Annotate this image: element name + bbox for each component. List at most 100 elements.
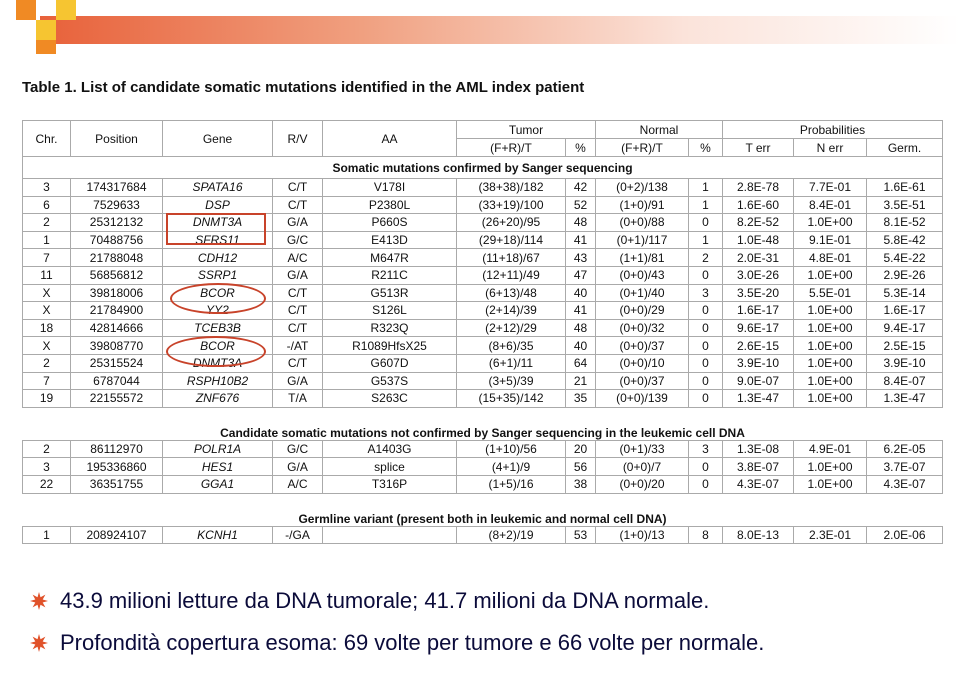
cell: 1.0E+00 — [793, 213, 867, 232]
deco-square — [16, 0, 36, 20]
group-header: Probabilities — [722, 120, 943, 139]
spacer-row — [23, 407, 943, 420]
cell: 1 — [688, 230, 723, 250]
cell: X — [22, 283, 71, 303]
cell: S263C — [322, 389, 457, 408]
cell: 7 — [22, 248, 71, 267]
cell: 0 — [688, 318, 723, 338]
cell: 8.4E-07 — [866, 371, 943, 391]
cell: (0+0)/139 — [595, 389, 689, 408]
cell: 1.3E-47 — [866, 389, 943, 408]
cell: 64 — [565, 353, 596, 373]
cell: 0 — [688, 371, 723, 391]
cell: R323Q — [322, 318, 457, 338]
cell: 52 — [565, 195, 596, 215]
cell: 7529633 — [70, 195, 163, 215]
cell: DSP — [162, 195, 273, 215]
cell: 48 — [565, 318, 596, 338]
spacer-row — [23, 493, 943, 506]
cell: YY2 — [162, 301, 273, 320]
cell: 40 — [565, 283, 596, 303]
subcolumn-header: N err — [793, 138, 867, 157]
cell: 0 — [688, 213, 723, 232]
column-header: Chr. — [22, 120, 71, 157]
cell: G607D — [322, 353, 457, 373]
data-row: 22 36351755 GGA1 A/C T316P (1+5)/16 38 (0+0)/20… — [22, 474, 943, 494]
cell: 1.6E-17 — [866, 301, 943, 320]
cell: G/A — [272, 457, 323, 476]
data-row: X 39818006 BCOR C/T G513R (6+13)/48 40 (0+1)/40… — [22, 283, 943, 303]
cell: 2 — [22, 213, 71, 232]
cell: CDH12 — [162, 248, 273, 267]
cell: 0 — [688, 336, 723, 355]
subcolumn-header: (F+R)/T — [595, 138, 689, 157]
cell: (0+0)/10 — [595, 353, 689, 373]
cell: 21788048 — [70, 248, 163, 267]
cell: 1.0E+00 — [793, 336, 867, 355]
cell: C/T — [272, 353, 323, 373]
cell: (0+1)/40 — [595, 283, 689, 303]
cell: (6+13)/48 — [456, 283, 566, 303]
cell: 41 — [565, 301, 596, 320]
cell: 2.6E-15 — [722, 336, 794, 355]
cell: 2.9E-26 — [866, 265, 943, 285]
cell: E413D — [322, 230, 457, 250]
cell: X — [22, 336, 71, 355]
data-row: 1 208924107 KCNH1 -/GA (8+2)/19 53 (1+0)/13 8 8.… — [22, 525, 943, 545]
column-header: Position — [70, 120, 163, 157]
cell: G/C — [272, 230, 323, 250]
cell: (2+12)/29 — [456, 318, 566, 338]
cell: 4.8E-01 — [793, 248, 867, 267]
cell: GGA1 — [162, 474, 273, 494]
cell: SSRP1 — [162, 265, 273, 285]
cell: 8.0E-13 — [722, 525, 794, 545]
cell: 1.0E+00 — [793, 389, 867, 408]
cell: 21 — [565, 371, 596, 391]
cell: 3 — [22, 178, 71, 197]
data-row: 18 42814666 TCEB3B C/T R323Q (2+12)/29 48 (0+0)… — [22, 318, 943, 338]
cell: 5.4E-22 — [866, 248, 943, 267]
header-bar — [40, 16, 960, 44]
cell: 1 — [22, 525, 71, 545]
cell: splice — [322, 457, 457, 476]
cell: ZNF676 — [162, 389, 273, 408]
cell: (1+0)/13 — [595, 525, 689, 545]
cell: P2380L — [322, 195, 457, 215]
data-row: 1 70488756 SFRS11 G/C E413D (29+18)/114 41 (0+1… — [22, 230, 943, 250]
cell: 56 — [565, 457, 596, 476]
cell: 8 — [688, 525, 723, 545]
bullet: 43.9 milioni letture da DNA tumorale; 41… — [30, 580, 940, 622]
cell: 39808770 — [70, 336, 163, 355]
data-row: 11 56856812 SSRP1 G/A R211C (12+11)/49 47 (0+0)… — [22, 265, 943, 285]
cell: 1.0E+00 — [793, 474, 867, 494]
cell: 2.8E-78 — [722, 178, 794, 197]
cell: 7.7E-01 — [793, 178, 867, 197]
cell: 25312132 — [70, 213, 163, 232]
header-row: Chr. Position Gene R/V AA Tumor Normal P… — [22, 120, 943, 157]
cell: (0+0)/7 — [595, 457, 689, 476]
cell: 9.6E-17 — [722, 318, 794, 338]
cell: 2.0E-31 — [722, 248, 794, 267]
deco-square — [36, 40, 56, 54]
cell: (38+38)/182 — [456, 178, 566, 197]
data-row: 2 86112970 POLR1A G/C A1403G (1+10)/56 20 (0+1)… — [22, 439, 943, 459]
cell: TCEB3B — [162, 318, 273, 338]
cell: (0+0)/32 — [595, 318, 689, 338]
cell: (1+10)/56 — [456, 439, 566, 459]
cell: 3 — [688, 283, 723, 303]
column-header: AA — [322, 120, 457, 157]
cell: (0+0)/88 — [595, 213, 689, 232]
cell: 38 — [565, 474, 596, 494]
cell: 43 — [565, 248, 596, 267]
cell: HES1 — [162, 457, 273, 476]
cell: 21784900 — [70, 301, 163, 320]
cell: (8+6)/35 — [456, 336, 566, 355]
cell: 3.7E-07 — [866, 457, 943, 476]
cell: P660S — [322, 213, 457, 232]
data-row: 2 25312132 DNMT3A G/A P660S (26+20)/95 48 (0+0)… — [22, 213, 943, 232]
cell: 9.1E-01 — [793, 230, 867, 250]
cell: 0 — [688, 457, 723, 476]
cell: C/T — [272, 318, 323, 338]
bullet-icon — [30, 592, 48, 610]
